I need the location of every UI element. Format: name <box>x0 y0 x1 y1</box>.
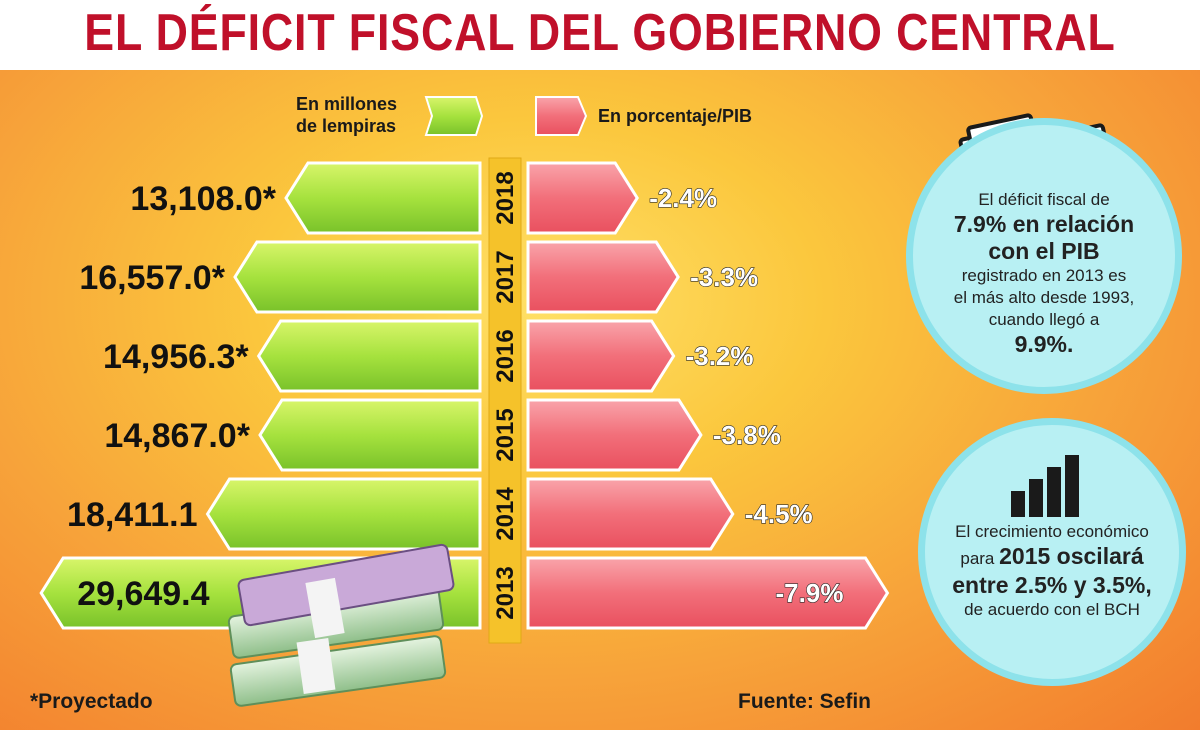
label-porcentaje-2017: -3.3% <box>690 262 758 292</box>
label-lempiras-2015: 14,867.0* <box>104 417 250 455</box>
year-label-2013: 2013 <box>492 566 519 619</box>
chart-title: EL DÉFICIT FISCAL DEL GOBIERNO CENTRAL <box>84 4 1116 62</box>
bar-porcentaje-2016 <box>526 319 676 393</box>
legend-label-lempiras: En millones de lempiras <box>296 94 398 136</box>
bar-porcentaje-2017 <box>526 240 680 314</box>
label-porcentaje-2016: -3.2% <box>686 341 754 371</box>
info-circle-deficit: El déficit fiscal de 7.9% en relación co… <box>906 118 1182 394</box>
bar-porcentaje-2015 <box>526 398 703 472</box>
footnote-projected: *Proyectado <box>30 690 153 713</box>
label-lempiras-2017: 16,557.0* <box>79 259 225 297</box>
info-circle-growth: El crecimiento económico para 2015 oscil… <box>918 418 1186 686</box>
year-label-2016: 2016 <box>492 329 519 382</box>
legend-label-porcentaje: En porcentaje/PIB <box>598 106 753 126</box>
bar-porcentaje-2018 <box>526 161 639 235</box>
label-porcentaje-2014: -4.5% <box>745 499 813 529</box>
legend <box>424 96 588 136</box>
label-lempiras-2014: 18,411.1 <box>67 496 197 534</box>
year-label-2018: 2018 <box>492 171 519 224</box>
label-porcentaje-2015: -3.8% <box>713 420 781 450</box>
label-porcentaje-2013: -7.9% <box>776 578 844 608</box>
bar-porcentaje-2014 <box>526 477 735 551</box>
label-lempiras-2013: 29,649.4 <box>77 575 209 613</box>
growth-bars-icon <box>1011 447 1095 517</box>
source-note: Fuente: Sefin <box>738 690 872 713</box>
year-label-2014: 2014 <box>492 487 519 541</box>
year-label-2017: 2017 <box>492 250 519 303</box>
money-stack-illustration <box>227 543 455 707</box>
legend-swatch-porcentaje <box>535 96 588 136</box>
bar-lempiras-2016 <box>256 319 482 393</box>
label-porcentaje-2018: -2.4% <box>649 183 717 213</box>
bar-lempiras-2018 <box>284 161 482 235</box>
bar-lempiras-2015 <box>258 398 482 472</box>
year-column <box>488 157 522 644</box>
legend-swatch-lempiras <box>424 96 484 136</box>
label-lempiras-2018: 13,108.0* <box>130 180 276 218</box>
header: EL DÉFICIT FISCAL DEL GOBIERNO CENTRAL <box>0 0 1200 70</box>
label-lempiras-2016: 14,956.3* <box>103 338 249 376</box>
bar-porcentaje-2013 <box>526 556 890 630</box>
bar-lempiras-2017 <box>233 240 482 314</box>
bars-layer: 13,108.0* -2.4% 2018 16,557.0* -3.3% 2017 14,9… <box>39 161 890 630</box>
bar-lempiras-2014 <box>205 477 482 551</box>
year-label-2015: 2015 <box>492 408 519 461</box>
